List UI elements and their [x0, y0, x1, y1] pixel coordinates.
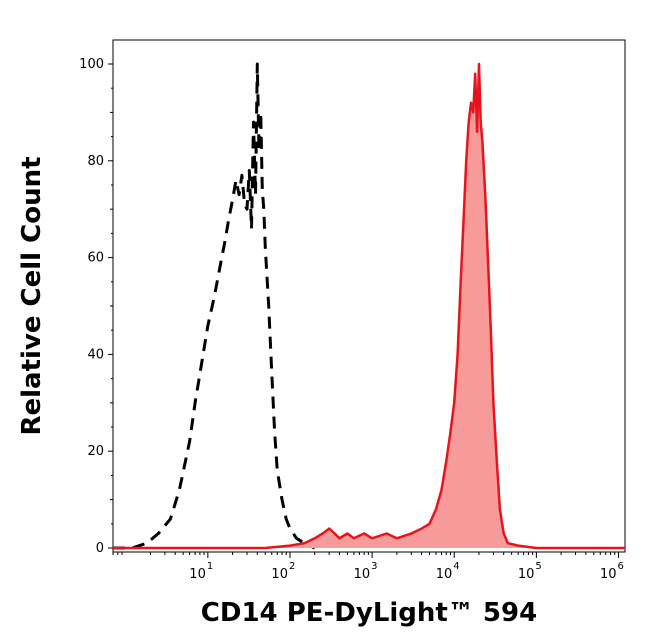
svg-text:10: 10 [189, 567, 206, 582]
svg-text:10: 10 [271, 567, 288, 582]
x-tick-label: 103 [354, 561, 378, 582]
svg-text:5: 5 [535, 561, 541, 572]
x-tick-label: 106 [600, 561, 624, 582]
x-axis-title: CD14 PE-DyLight™ 594 [201, 598, 537, 628]
y-axis-title: Relative Cell Count [17, 156, 47, 435]
svg-text:10: 10 [354, 567, 371, 582]
svg-text:1: 1 [207, 561, 213, 572]
y-tick-label: 40 [87, 347, 104, 362]
y-tick-label: 100 [79, 57, 104, 72]
plot-frame [112, 39, 626, 553]
y-tick-label: 0 [96, 541, 104, 556]
y-tick-label: 60 [87, 251, 104, 266]
svg-text:6: 6 [617, 561, 623, 572]
y-tick-label: 80 [87, 154, 104, 169]
svg-text:10: 10 [436, 567, 453, 582]
y-tick-label: 20 [87, 444, 104, 459]
x-tick-label: 105 [518, 561, 542, 582]
x-tick-label: 104 [436, 561, 460, 582]
svg-text:10: 10 [518, 567, 535, 582]
control-series-line [113, 62, 316, 550]
stained-series-line [113, 62, 625, 550]
svg-text:4: 4 [453, 561, 459, 572]
series-layer [113, 62, 625, 550]
x-tick-label: 102 [271, 561, 295, 582]
svg-text:2: 2 [289, 561, 295, 572]
svg-text:3: 3 [371, 561, 377, 572]
y-axis: 0 20 40 60 80 100 [79, 57, 113, 556]
svg-text:10: 10 [600, 567, 617, 582]
x-tick-label: 101 [189, 561, 213, 582]
stained-series-fill [113, 64, 625, 548]
